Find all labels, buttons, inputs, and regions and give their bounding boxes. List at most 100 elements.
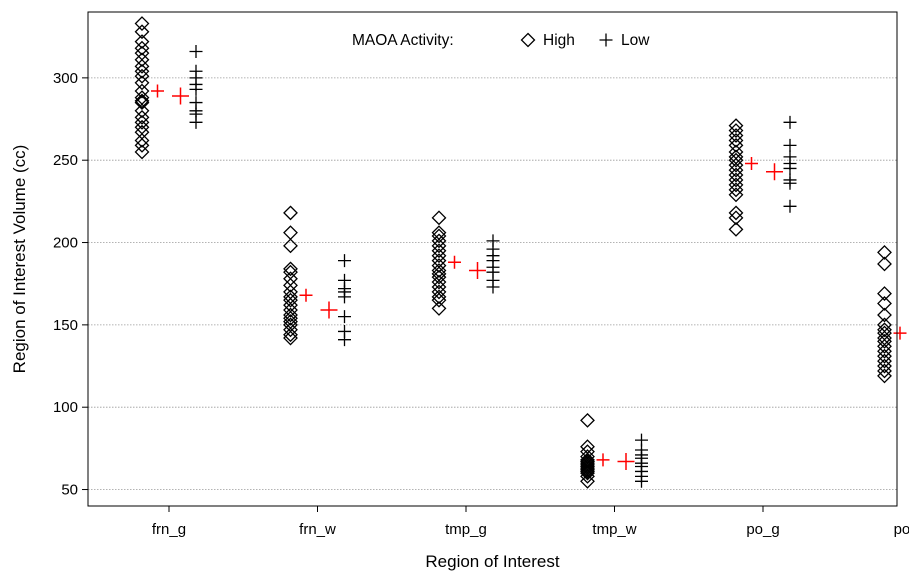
x-axis-title: Region of Interest bbox=[425, 552, 559, 571]
high-point-tmp_w-5 bbox=[580, 454, 595, 469]
high-point-po_g-15 bbox=[728, 205, 744, 221]
low-point-frn_g-0 bbox=[189, 45, 203, 59]
high-point-po_g-8 bbox=[728, 157, 744, 173]
high-point-po_g-0 bbox=[728, 118, 744, 134]
legend-entry-low: Low bbox=[599, 32, 650, 49]
high-point-frn_g-5 bbox=[134, 52, 150, 68]
high-point-frn_g-15 bbox=[134, 109, 150, 125]
legend: MAOA Activity: High Low bbox=[352, 32, 650, 49]
x-tick-label-frn_w: frn_w bbox=[299, 521, 336, 538]
mean-point-tmp_w-0 bbox=[596, 453, 610, 467]
high-point-po_w-4 bbox=[877, 307, 892, 323]
high-point-po_w-14 bbox=[877, 358, 892, 374]
high-point-tmp_g-16 bbox=[431, 292, 447, 308]
high-point-po_w-0 bbox=[877, 244, 892, 260]
mean-point-frn_g-1 bbox=[172, 87, 189, 105]
y-tick-label-50: 50 bbox=[61, 482, 78, 499]
high-point-po_g-4 bbox=[728, 137, 744, 153]
high-point-po_g-3 bbox=[728, 133, 744, 148]
high-point-tmp_w-7 bbox=[580, 457, 595, 473]
high-point-frn_g-10 bbox=[134, 83, 150, 99]
high-point-frn_g-6 bbox=[134, 58, 150, 74]
high-point-po_g-2 bbox=[728, 128, 744, 143]
high-point-frn_g-19 bbox=[134, 133, 150, 148]
high-point-tmp_g-5 bbox=[431, 243, 447, 259]
high-point-frn_g-20 bbox=[134, 137, 150, 153]
high-point-tmp_g-9 bbox=[431, 263, 447, 278]
high-point-frn_w-2 bbox=[283, 238, 298, 254]
low-point-po_g-7 bbox=[783, 199, 797, 213]
high-point-tmp_g-3 bbox=[431, 233, 447, 249]
high-point-po_g-10 bbox=[728, 167, 744, 183]
low-point-frn_w-0 bbox=[338, 254, 351, 268]
high-point-frn_g-14 bbox=[134, 103, 150, 119]
x-tick-label-tmp_g: tmp_g bbox=[445, 521, 487, 538]
high-point-frn_g-16 bbox=[134, 114, 150, 130]
low-point-po_g-6 bbox=[783, 176, 797, 190]
mean-point-frn_g-0 bbox=[151, 84, 164, 98]
high-point-frn_g-8 bbox=[134, 68, 150, 84]
mean-point-tmp_w-1 bbox=[617, 453, 635, 471]
high-point-po_w-2 bbox=[877, 286, 892, 301]
high-point-tmp_g-17 bbox=[431, 300, 447, 316]
series-low bbox=[189, 45, 797, 488]
plot-frame bbox=[87, 11, 898, 507]
high-point-tmp_g-7 bbox=[431, 253, 447, 269]
y-tick-label-200: 200 bbox=[53, 235, 78, 252]
high-point-frn_g-1 bbox=[134, 24, 150, 40]
high-point-po_g-7 bbox=[728, 152, 744, 168]
x-tick-label-po_g: po_g bbox=[746, 521, 779, 538]
high-point-frn_g-12 bbox=[134, 93, 150, 109]
mean-point-tmp_g-1 bbox=[469, 262, 486, 280]
high-point-frn_g-13 bbox=[134, 95, 150, 110]
high-point-tmp_g-11 bbox=[431, 269, 447, 285]
high-point-po_w-15 bbox=[877, 363, 892, 379]
mean-point-po_w-0 bbox=[893, 326, 907, 340]
series-mean-markers bbox=[151, 84, 907, 471]
high-point-po_w-1 bbox=[877, 256, 892, 272]
high-point-tmp_w-8 bbox=[580, 459, 595, 474]
high-point-frn_w-6 bbox=[283, 277, 298, 293]
high-point-frn_w-10 bbox=[283, 297, 298, 313]
low-point-po_g-1 bbox=[783, 138, 797, 152]
high-point-po_g-1 bbox=[728, 123, 744, 138]
high-point-po_w-13 bbox=[877, 353, 892, 369]
high-point-tmp_w-13 bbox=[580, 468, 595, 484]
high-point-frn_g-3 bbox=[134, 40, 150, 56]
legend-marker-low-icon bbox=[599, 33, 613, 47]
high-point-frn_g-9 bbox=[134, 75, 150, 91]
mean-point-frn_w-1 bbox=[320, 301, 338, 319]
y-axis-title: Region of Interest Volume (cc) bbox=[10, 145, 29, 374]
low-point-frn_w-4 bbox=[338, 290, 351, 304]
high-point-po_w-10 bbox=[877, 338, 892, 354]
data-points bbox=[134, 16, 907, 489]
mean-point-po_g-1 bbox=[766, 163, 783, 181]
x-tick-label-tmp_w: tmp_w bbox=[592, 521, 636, 538]
high-point-tmp_w-12 bbox=[580, 465, 595, 481]
high-point-po_w-3 bbox=[877, 296, 892, 311]
y-tick-label-250: 250 bbox=[53, 152, 78, 169]
high-point-frn_w-1 bbox=[283, 225, 298, 241]
high-point-frn_w-18 bbox=[283, 330, 298, 346]
high-point-tmp_g-14 bbox=[431, 284, 447, 300]
high-point-tmp_g-12 bbox=[431, 274, 447, 290]
high-point-tmp_w-11 bbox=[580, 464, 595, 479]
high-point-frn_w-0 bbox=[283, 205, 298, 221]
axes: 50 100 150 200 250 300 frn_g frn_w tmp_g tmp_w po_… bbox=[53, 11, 909, 538]
high-point-po_w-16 bbox=[877, 368, 892, 384]
legend-entry-high: High bbox=[520, 32, 575, 49]
high-point-po_g-11 bbox=[728, 172, 744, 188]
high-point-frn_g-21 bbox=[134, 144, 150, 160]
high-point-po_g-13 bbox=[728, 182, 744, 198]
high-point-tmp_w-14 bbox=[580, 473, 595, 489]
low-point-po_g-0 bbox=[783, 115, 797, 129]
low-point-po_g-4 bbox=[783, 161, 797, 175]
high-point-tmp_g-6 bbox=[431, 248, 447, 264]
high-point-tmp_w-1 bbox=[580, 439, 595, 455]
high-point-frn_g-17 bbox=[134, 119, 150, 135]
high-point-frn_w-16 bbox=[283, 322, 298, 338]
high-point-frn_w-11 bbox=[283, 302, 298, 318]
high-point-frn_w-12 bbox=[283, 307, 298, 323]
legend-title: MAOA Activity: bbox=[352, 32, 454, 49]
